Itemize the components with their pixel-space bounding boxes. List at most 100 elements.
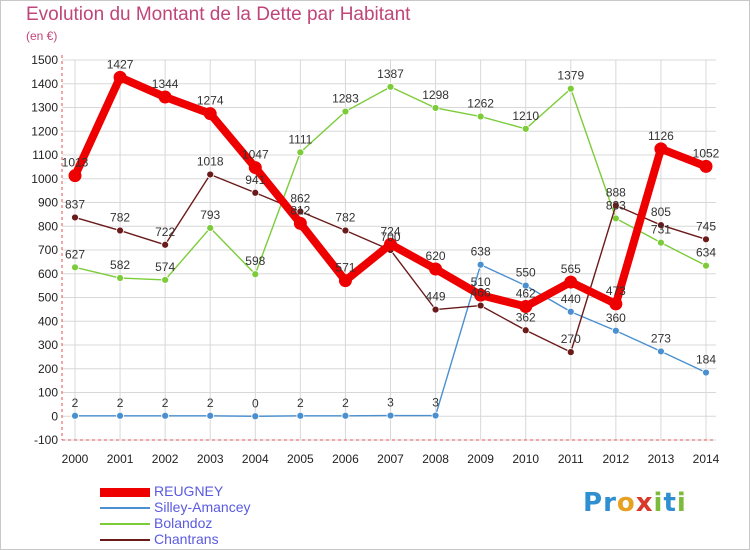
y-tick-label: 500 [38,291,58,305]
x-tick-label: 2001 [107,452,134,466]
data-point [429,262,443,276]
x-tick-label: 2005 [287,452,314,466]
data-point [341,107,350,116]
data-label: 724 [380,224,400,238]
data-point [384,237,397,251]
data-label: 833 [606,198,626,212]
data-point [566,348,575,357]
data-point [68,169,82,183]
data-label: 571 [335,261,355,275]
data-label: 510 [471,275,491,289]
y-tick-label: 400 [38,314,58,328]
data-point [521,326,530,335]
data-label: 270 [561,332,581,346]
data-label: 627 [65,247,85,261]
x-tick-label: 2004 [242,452,269,466]
data-label: 1274 [197,94,224,108]
x-tick-label: 2012 [603,452,630,466]
legend-swatch [100,487,150,497]
data-label: 1427 [107,57,134,71]
data-label: 745 [696,219,716,233]
legend-label: REUGNEY [154,483,224,499]
data-point [657,221,665,229]
data-point [654,142,668,156]
data-point [296,148,305,157]
data-label: 2 [207,396,214,410]
data-point [611,201,620,210]
data-label: 1379 [557,69,584,83]
y-tick-label: 1100 [32,148,58,162]
data-point [519,300,533,314]
data-label: 449 [426,290,446,304]
data-point [161,411,170,420]
y-tick-label: 800 [38,219,58,233]
y-tick-label: 900 [38,196,58,210]
data-point [71,411,79,420]
data-point [657,238,665,247]
x-tick-label: 2011 [558,452,584,466]
data-point [386,82,395,91]
data-point [71,263,79,272]
legend-label: Chantrans [154,531,219,547]
data-label: 1344 [152,77,179,91]
data-label: 2 [342,396,349,410]
data-label: 793 [200,208,220,222]
data-label: 273 [651,331,671,345]
data-label: 466 [471,286,491,300]
data-point [296,207,305,216]
data-point [476,301,485,310]
data-label: 473 [606,284,626,298]
x-tick-label: 2003 [197,452,224,466]
data-point [609,297,623,311]
data-label: 550 [516,266,536,280]
data-label: 440 [561,292,581,306]
data-label: 812 [290,203,310,217]
data-point [521,281,530,290]
data-point [521,124,530,133]
data-label: 782 [110,211,130,225]
data-label: 722 [155,225,175,239]
data-label: 2 [72,396,79,410]
data-label: 1013 [62,156,89,170]
data-point [566,84,575,93]
y-tick-label: 700 [38,243,58,257]
data-point [474,288,488,302]
data-label: 837 [65,197,85,211]
legend-swatch [100,523,150,525]
data-label: 731 [651,223,671,237]
data-label: 1047 [242,148,269,162]
y-tick-label: 1500 [31,53,58,67]
data-label: 1111 [288,132,312,146]
data-point [251,270,260,279]
data-label: 462 [516,287,536,301]
x-tick-label: 2006 [332,452,359,466]
data-point [293,216,307,230]
data-point [161,276,170,284]
data-point [116,226,124,235]
data-point [161,240,170,249]
data-point [203,107,217,121]
legend-swatch [100,539,150,541]
data-label: 1387 [377,67,404,81]
data-label: 360 [606,311,626,325]
data-label: 582 [110,258,130,272]
data-label: 1210 [512,109,539,123]
data-point [702,261,710,270]
data-label: 3 [387,396,394,410]
data-point [476,260,485,269]
data-label: 805 [651,205,671,219]
y-tick-label: 600 [38,267,58,281]
data-point [431,104,440,112]
data-point [702,368,710,377]
x-tick-label: 2000 [62,452,89,466]
y-tick-label: 1000 [31,172,58,186]
y-tick-label: 300 [38,338,58,352]
data-point [699,159,713,173]
x-tick-label: 2002 [152,452,179,466]
data-label: 888 [606,185,626,199]
data-point [116,274,124,282]
legend-label: Silley-Amancey [154,499,251,515]
data-point [611,326,620,335]
y-tick-label: 1400 [31,77,58,91]
data-label: 1298 [422,88,449,102]
